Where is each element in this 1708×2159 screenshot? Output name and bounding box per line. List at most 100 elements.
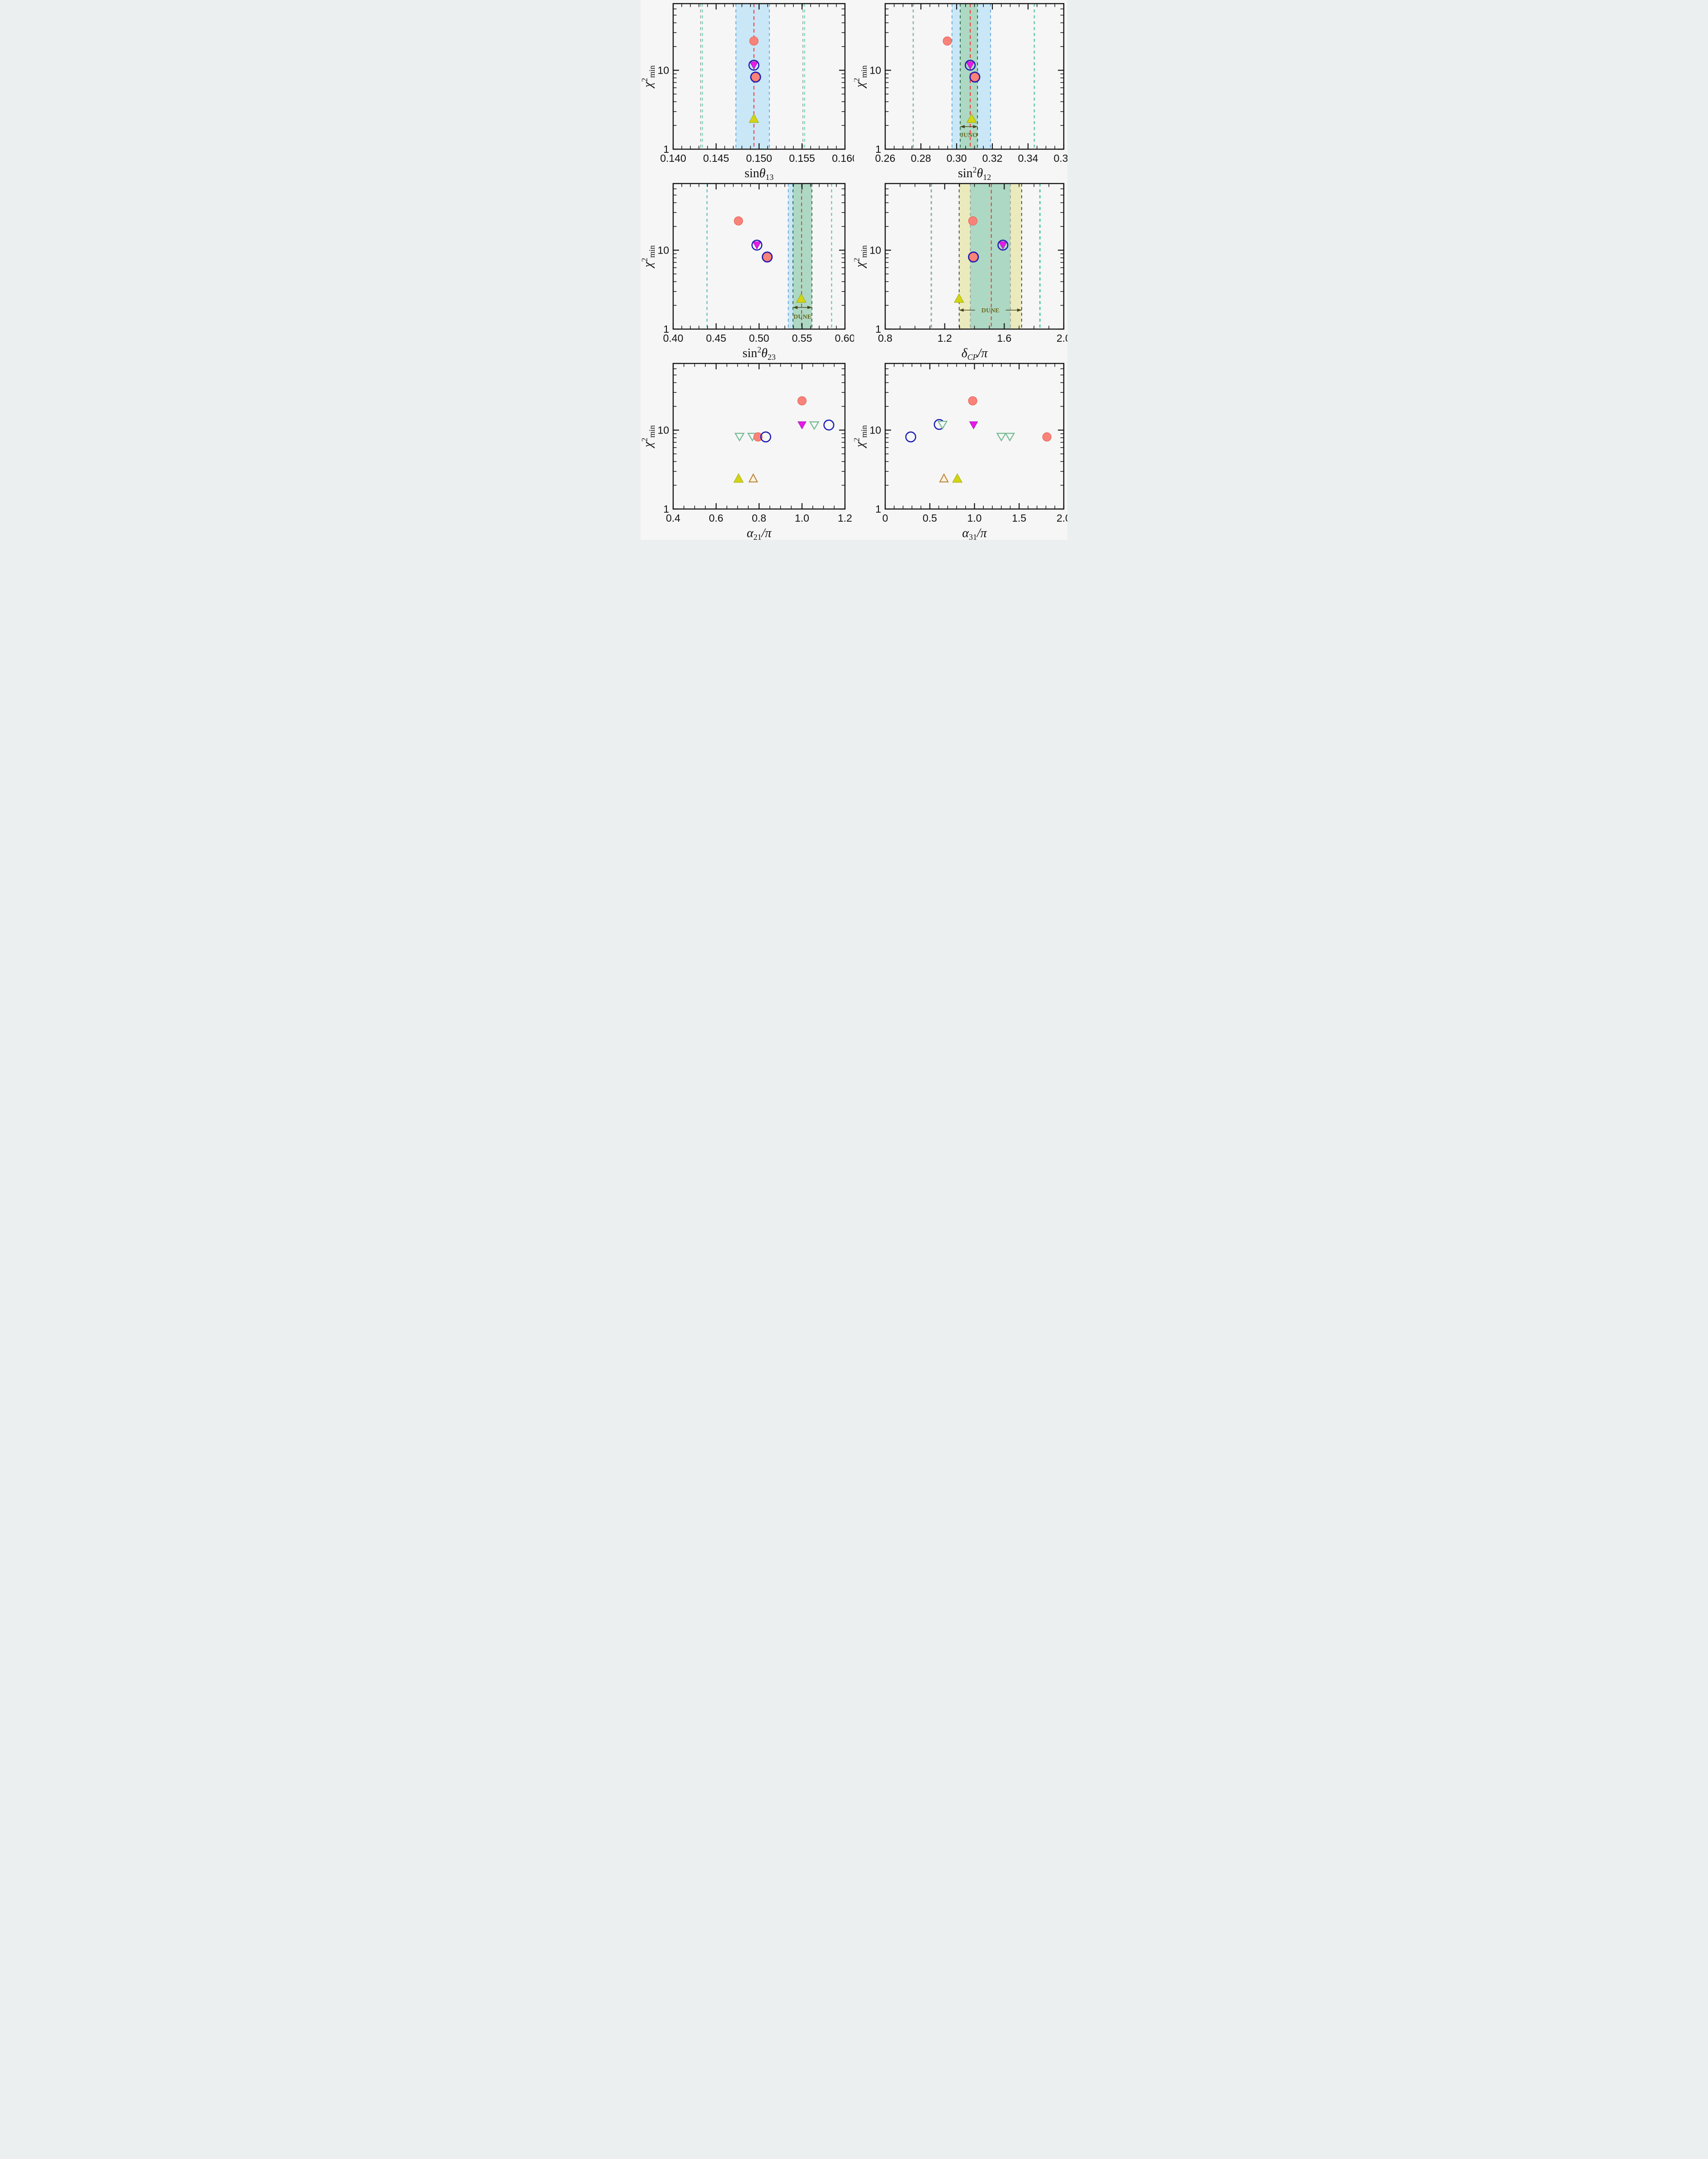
svg-text:δCP/π: δCP/π [962, 346, 988, 360]
panel-cell-sin-theta13: 0.140 0.145 0.150 0.155 0.160 1 10 sinθ13 χ2min [641, 0, 854, 180]
svg-text:0: 0 [882, 512, 888, 524]
marker-filled-down-triangle [749, 61, 759, 70]
band [793, 184, 812, 329]
svg-text:0.36: 0.36 [1054, 152, 1067, 164]
shaded-bands [952, 4, 991, 149]
marker-filled-circle [763, 252, 772, 262]
data-points [734, 216, 807, 303]
axis-ticks [672, 3, 846, 150]
band [788, 184, 793, 329]
svg-text:10: 10 [657, 244, 669, 256]
data-points [748, 36, 761, 123]
panel-sin2-theta12: JUNO 0.26 0.28 0.30 0.32 0.34 0.36 1 10 sin2θ12 χ2… [854, 3, 1067, 180]
panel-cell-alpha21: 0.4 0.6 0.8 1.0 1.2 1 10 α21/π χ2min [641, 360, 854, 540]
svg-text:2.0: 2.0 [1057, 512, 1067, 524]
panel-cell-alpha31: 0 0.5 1.0 1.5 2.0 1 10 α31/π χ2min [854, 360, 1067, 540]
marker-filled-down-triangle [797, 421, 807, 429]
panel-cell-delta-cp: DUNE 0.8 1.2 1.6 2.0 1 10 δCP/π χ2min [854, 180, 1067, 360]
svg-text:10: 10 [869, 244, 881, 256]
marker-filled-circle [734, 216, 743, 226]
marker-open-down-triangle [1005, 433, 1015, 442]
svg-text:1: 1 [875, 143, 881, 155]
svg-text:10: 10 [869, 424, 881, 436]
svg-text:0.55: 0.55 [792, 332, 812, 344]
tick-labels: 0.4 0.6 0.8 1.0 1.2 1 10 [657, 424, 852, 524]
marker-open-circle [997, 240, 1009, 251]
svg-text:0.50: 0.50 [749, 332, 769, 344]
marker-open-down-triangle [734, 433, 745, 442]
arrowhead [1017, 308, 1022, 312]
marker-filled-circle [1042, 432, 1052, 442]
svg-text:1.0: 1.0 [967, 512, 982, 524]
svg-text:10: 10 [657, 64, 669, 76]
marker-filled-circle [970, 72, 980, 82]
annotation-dune: DUNE [793, 306, 812, 321]
marker-filled-circle [753, 432, 763, 442]
plot-frame [884, 363, 1065, 510]
marker-filled-up-triangle [749, 113, 759, 123]
panel-sin-theta13: 0.140 0.145 0.150 0.155 0.160 1 10 sinθ13 χ2min [641, 3, 854, 180]
svg-text:sinθ13: sinθ13 [745, 166, 774, 180]
panel-alpha21: 0.4 0.6 0.8 1.0 1.2 1 10 α21/π χ2min [641, 363, 852, 540]
svg-text:DUNE: DUNE [793, 314, 812, 321]
svg-text:0.30: 0.30 [947, 152, 967, 164]
marker-filled-up-triangle [953, 293, 964, 303]
marker-open-circle [964, 60, 976, 71]
marker-filled-up-triangle [966, 113, 977, 123]
marker-open-circle [761, 251, 773, 263]
svg-text:0.26: 0.26 [875, 152, 896, 164]
svg-text:χ2min: χ2min [854, 65, 868, 89]
svg-text:0.6: 0.6 [709, 512, 723, 524]
marker-filled-up-triangle [733, 473, 744, 483]
marker-filled-up-triangle [796, 293, 807, 303]
marker-filled-down-triangle [966, 61, 975, 70]
marker-filled-circle [968, 396, 977, 405]
marker-filled-circle [968, 216, 977, 226]
svg-text:DUNE: DUNE [981, 307, 1000, 314]
svg-text:1.2: 1.2 [838, 512, 852, 524]
svg-text:χ2min: χ2min [641, 245, 656, 269]
panel-alpha31: 0 0.5 1.0 1.5 2.0 1 10 α31/π χ2min [854, 363, 1067, 540]
marker-filled-circle [749, 36, 759, 46]
svg-text:0.28: 0.28 [911, 152, 931, 164]
svg-text:1.6: 1.6 [997, 332, 1011, 344]
svg-text:0.8: 0.8 [878, 332, 892, 344]
axis-ticks [884, 183, 1065, 330]
data-points [953, 216, 1009, 303]
marker-filled-circle [943, 36, 952, 46]
svg-text:0.5: 0.5 [923, 512, 937, 524]
svg-text:1.5: 1.5 [1012, 512, 1026, 524]
svg-text:2.0: 2.0 [1057, 332, 1067, 344]
arrowhead [960, 125, 965, 128]
tick-labels: 0.140 0.145 0.150 0.155 0.160 1 10 [657, 64, 854, 164]
marker-open-circle [969, 71, 981, 83]
svg-text:0.4: 0.4 [666, 512, 680, 524]
svg-text:1.0: 1.0 [795, 512, 809, 524]
svg-text:0.150: 0.150 [746, 152, 772, 164]
svg-text:0.60: 0.60 [835, 332, 854, 344]
svg-text:10: 10 [657, 424, 669, 436]
axis-ticks [672, 183, 846, 330]
marker-filled-down-triangle [969, 421, 978, 429]
axis-ticks [884, 3, 1065, 150]
dashed-reference-lines [930, 184, 1041, 329]
svg-text:sin2θ12: sin2θ12 [958, 165, 991, 180]
marker-open-circle [760, 431, 771, 443]
marker-open-circle [751, 240, 763, 251]
svg-text:1: 1 [663, 143, 669, 155]
svg-text:1.2: 1.2 [938, 332, 952, 344]
svg-text:0.145: 0.145 [703, 152, 729, 164]
svg-text:0.8: 0.8 [752, 512, 766, 524]
marker-open-circle [968, 251, 979, 263]
arrowhead [959, 308, 964, 312]
svg-text:0.155: 0.155 [789, 152, 815, 164]
svg-text:1: 1 [875, 323, 881, 335]
marker-open-circle [905, 431, 916, 443]
svg-text:0.40: 0.40 [663, 332, 684, 344]
marker-filled-circle [751, 72, 760, 82]
svg-text:0.32: 0.32 [982, 152, 1003, 164]
shaded-bands [788, 184, 812, 329]
dashed-reference-lines [706, 184, 832, 329]
svg-text:χ2min: χ2min [854, 425, 868, 448]
svg-text:1: 1 [663, 323, 669, 335]
